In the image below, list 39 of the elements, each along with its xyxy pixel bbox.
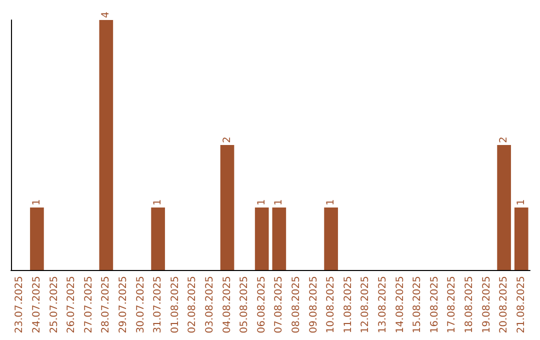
x-tick-label: 04.08.2025 bbox=[222, 276, 233, 334]
x-tick-label: 17.08.2025 bbox=[446, 276, 458, 334]
data-label: 1 bbox=[152, 199, 164, 206]
x-tick-label: 12.08.2025 bbox=[360, 276, 372, 334]
x-tick-label: 26.07.2025 bbox=[66, 276, 78, 334]
x-tick-label: 02.08.2025 bbox=[187, 276, 198, 334]
x-tick-label: 25.07.2025 bbox=[48, 276, 60, 334]
x-tick-label: 10.08.2025 bbox=[326, 276, 337, 334]
x-tick-label: 09.08.2025 bbox=[308, 276, 320, 334]
x-tick-label: 23.07.2025 bbox=[14, 276, 26, 334]
x-tick-label: 29.07.2025 bbox=[118, 276, 129, 334]
x-tick-label: 27.07.2025 bbox=[83, 276, 94, 334]
x-tick-label: 01.08.2025 bbox=[170, 276, 181, 334]
x-tick-label: 16.08.2025 bbox=[429, 276, 440, 334]
data-label: 2 bbox=[222, 136, 233, 143]
data-label: 1 bbox=[326, 199, 337, 206]
x-tick-label: 03.08.2025 bbox=[204, 276, 216, 334]
x-tick-label: 11.08.2025 bbox=[342, 276, 354, 334]
x-tick-label: 31.07.2025 bbox=[152, 276, 164, 334]
x-tick-label: 21.08.2025 bbox=[516, 276, 527, 334]
x-tick-label: 15.08.2025 bbox=[412, 276, 424, 334]
x-tick-label: 13.08.2025 bbox=[377, 276, 388, 334]
data-label: 1 bbox=[31, 199, 42, 206]
data-label: 2 bbox=[498, 136, 510, 143]
data-label: 4 bbox=[100, 12, 112, 18]
x-tick-label: 08.08.2025 bbox=[290, 276, 302, 334]
x-tick-label: 24.07.2025 bbox=[31, 276, 42, 334]
x-tick-label: 28.07.2025 bbox=[100, 276, 112, 334]
x-tick-label: 07.08.2025 bbox=[274, 276, 285, 334]
data-label: 1 bbox=[274, 199, 285, 206]
x-tick-label: 05.08.2025 bbox=[239, 276, 250, 334]
x-tick-label: 06.08.2025 bbox=[256, 276, 268, 334]
x-tick-label: 18.08.2025 bbox=[464, 276, 475, 334]
x-tick-label: 19.08.2025 bbox=[481, 276, 492, 334]
x-tick-label: 30.07.2025 bbox=[135, 276, 146, 334]
data-label: 1 bbox=[256, 199, 268, 206]
x-tick-label: 14.08.2025 bbox=[394, 276, 406, 334]
x-tick-label: 20.08.2025 bbox=[498, 276, 510, 334]
data-label: 1 bbox=[516, 199, 527, 206]
